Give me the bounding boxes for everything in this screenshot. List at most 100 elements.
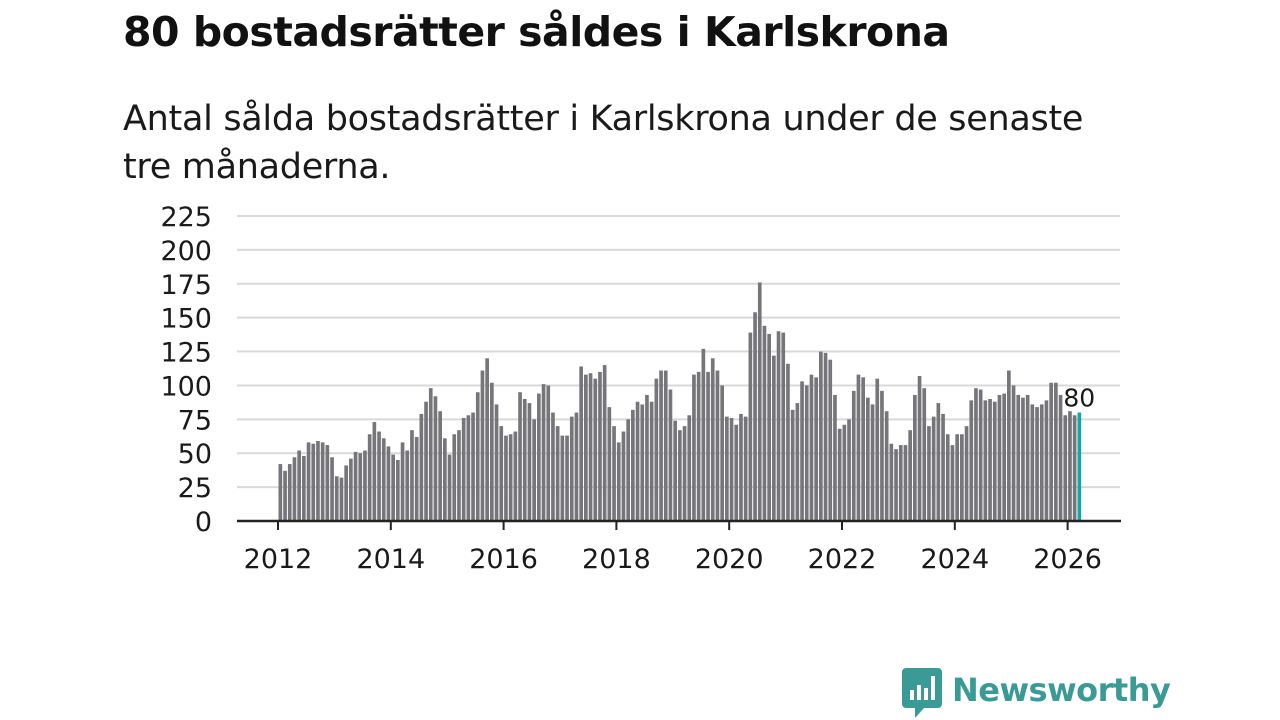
y-tick-label: 50 bbox=[178, 439, 212, 470]
bar bbox=[424, 401, 428, 521]
bar bbox=[804, 385, 809, 521]
y-tick-label: 0 bbox=[195, 507, 212, 538]
bar bbox=[757, 282, 762, 521]
bar bbox=[988, 399, 992, 521]
bar bbox=[1054, 382, 1058, 521]
bar bbox=[739, 413, 743, 521]
bar bbox=[607, 407, 612, 521]
bar bbox=[964, 426, 969, 521]
bar bbox=[786, 363, 790, 521]
bar bbox=[1072, 415, 1077, 521]
bar bbox=[645, 394, 649, 521]
bar bbox=[767, 333, 771, 521]
bar bbox=[772, 355, 776, 521]
x-axis-labels: 2012 2014 2016 2018 2020 2022 2024 2026 bbox=[244, 544, 1102, 575]
bar bbox=[941, 413, 945, 521]
bar bbox=[330, 457, 334, 521]
x-tick-label: 2022 bbox=[808, 544, 877, 575]
bar bbox=[461, 417, 466, 521]
bar bbox=[875, 378, 880, 521]
bar bbox=[1021, 397, 1025, 521]
bar bbox=[992, 401, 997, 521]
bar bbox=[1035, 407, 1039, 521]
bar bbox=[710, 358, 715, 521]
y-tick-label: 225 bbox=[160, 202, 212, 233]
bar bbox=[720, 385, 724, 521]
bar bbox=[847, 419, 851, 521]
y-tick-label: 200 bbox=[160, 236, 212, 267]
bar bbox=[753, 312, 757, 521]
bar bbox=[602, 365, 607, 521]
bar bbox=[692, 374, 696, 521]
bar bbox=[1016, 394, 1021, 521]
bar bbox=[715, 370, 720, 521]
bar bbox=[1063, 415, 1068, 521]
bar bbox=[616, 442, 621, 521]
bar bbox=[278, 464, 283, 521]
bar bbox=[428, 388, 433, 521]
bar bbox=[936, 403, 941, 521]
bar bbox=[654, 378, 659, 521]
y-tick-label: 150 bbox=[160, 304, 212, 335]
bar bbox=[339, 477, 344, 521]
bar bbox=[574, 412, 579, 521]
bar bbox=[457, 430, 461, 521]
bar bbox=[325, 445, 330, 521]
bar bbox=[861, 377, 865, 521]
bar bbox=[950, 445, 955, 521]
bar bbox=[490, 382, 494, 521]
bar bbox=[809, 374, 814, 521]
bar bbox=[884, 411, 889, 521]
bar bbox=[527, 403, 532, 521]
bar bbox=[537, 393, 541, 521]
bar bbox=[569, 416, 574, 521]
bar bbox=[706, 371, 710, 521]
x-tick-label: 2026 bbox=[1033, 544, 1102, 575]
bar bbox=[344, 465, 348, 521]
bar bbox=[419, 413, 424, 521]
bar bbox=[1030, 404, 1035, 521]
bar bbox=[866, 397, 870, 521]
bar bbox=[800, 381, 804, 521]
bar bbox=[1025, 394, 1030, 521]
bar bbox=[363, 450, 367, 521]
bar bbox=[814, 377, 818, 521]
bar bbox=[974, 388, 978, 521]
bar bbox=[828, 359, 833, 521]
bar bbox=[377, 431, 381, 521]
bar bbox=[762, 325, 767, 521]
brand-name: Newsworthy bbox=[952, 671, 1171, 709]
bar bbox=[504, 435, 508, 521]
bar bbox=[649, 401, 654, 521]
bar bbox=[1049, 382, 1053, 521]
bar bbox=[438, 411, 442, 521]
bar bbox=[673, 420, 677, 521]
bar bbox=[978, 389, 983, 521]
bar bbox=[687, 415, 692, 521]
bar bbox=[856, 374, 861, 521]
annotations: 80 bbox=[1063, 384, 1095, 413]
y-tick-label: 125 bbox=[160, 338, 212, 369]
bar bbox=[1002, 393, 1006, 521]
bar bbox=[396, 460, 400, 521]
bar bbox=[466, 415, 471, 521]
bar bbox=[908, 430, 912, 521]
bar bbox=[626, 419, 630, 521]
bar bbox=[851, 390, 856, 521]
bar bbox=[781, 332, 786, 521]
bar bbox=[358, 453, 363, 521]
bar bbox=[579, 366, 583, 521]
bar bbox=[311, 443, 316, 521]
bar bbox=[292, 457, 297, 521]
bar bbox=[353, 451, 358, 521]
bar bbox=[833, 394, 837, 521]
bar bbox=[480, 370, 485, 521]
bar bbox=[725, 416, 729, 521]
bar bbox=[532, 419, 536, 521]
bar bbox=[960, 434, 964, 521]
bar bbox=[894, 449, 898, 521]
bar bbox=[494, 404, 499, 521]
bar bbox=[1044, 400, 1049, 521]
bar bbox=[913, 394, 917, 521]
